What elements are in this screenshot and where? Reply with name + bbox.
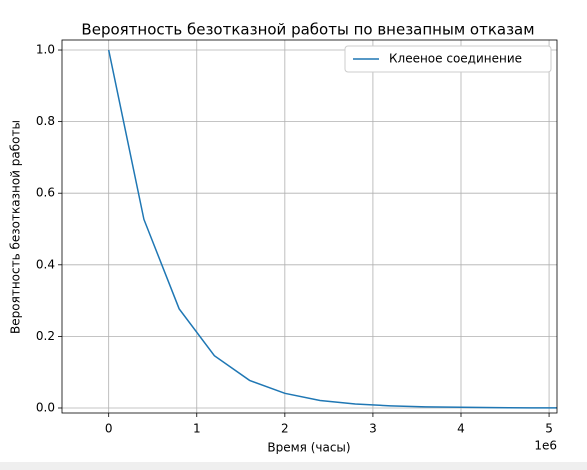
y-tick-label: 0.0 xyxy=(36,400,55,414)
axes-frame xyxy=(61,39,558,414)
line xyxy=(107,49,557,409)
x-tick-label: 2 xyxy=(281,422,289,436)
x-tick-label: 4 xyxy=(457,422,465,436)
x-tick-label: 0 xyxy=(105,422,113,436)
x-axis-label: Время (часы) xyxy=(267,441,350,455)
y-tick-label: 0.4 xyxy=(36,257,55,271)
legend-label: Клееное соединение xyxy=(389,52,522,66)
x-tick-label: 5 xyxy=(545,422,553,436)
legend: Клееное соединение xyxy=(344,45,552,73)
chart-title: Вероятность безотказной работы по внезап… xyxy=(81,21,534,39)
y-axis-label: Вероятность безотказной работы xyxy=(9,120,23,334)
y-tick-label: 1.0 xyxy=(36,43,55,57)
legend-box xyxy=(344,45,552,73)
x-tick-label: 3 xyxy=(369,422,377,436)
x-tick-label: 1 xyxy=(193,422,201,436)
y-tick-label: 0.6 xyxy=(36,186,55,200)
y-tick-label: 0.8 xyxy=(36,114,55,128)
y-tick-label: 0.2 xyxy=(36,329,55,343)
x-offset-label: 1e6 xyxy=(534,439,557,453)
plot-area xyxy=(107,49,557,409)
status-strip xyxy=(0,462,587,470)
